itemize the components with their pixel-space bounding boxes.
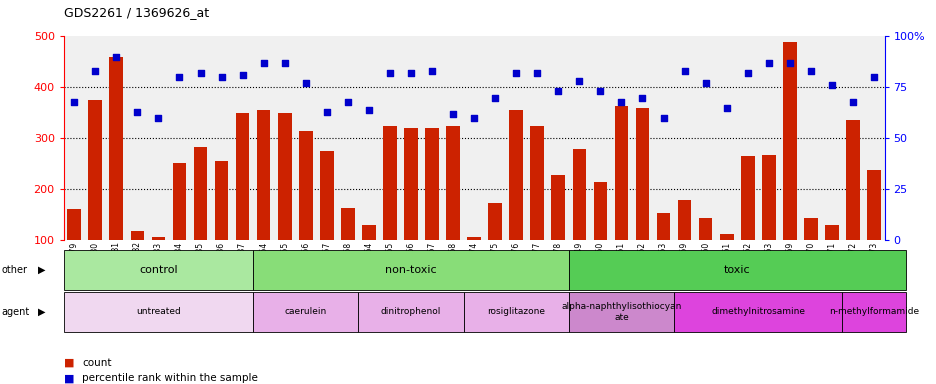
Text: agent: agent [2, 307, 30, 317]
Text: ▶: ▶ [37, 265, 45, 275]
Point [802, 68, 817, 74]
Bar [592, 182, 607, 291]
Point [697, 80, 712, 86]
Point [172, 74, 187, 80]
Point [529, 70, 544, 76]
Text: alpha-naphthylisothiocyan
ate: alpha-naphthylisothiocyan ate [561, 302, 680, 322]
Bar [88, 100, 102, 291]
Bar [194, 147, 207, 291]
Text: other: other [2, 265, 28, 275]
Text: dimethylnitrosamine: dimethylnitrosamine [710, 308, 804, 316]
Point [277, 60, 292, 66]
Bar [214, 161, 228, 291]
Text: count: count [82, 358, 111, 368]
Text: ■: ■ [64, 358, 74, 368]
Point [550, 88, 565, 94]
Point [256, 60, 271, 66]
Bar [740, 156, 753, 291]
Point [340, 99, 355, 105]
Point [319, 109, 334, 115]
Point [592, 88, 607, 94]
Bar [614, 106, 628, 291]
Point [361, 107, 376, 113]
Bar [635, 108, 649, 291]
Bar [551, 175, 564, 291]
Point [235, 72, 250, 78]
Bar [152, 237, 165, 291]
Bar [278, 113, 291, 291]
Bar [446, 126, 460, 291]
Text: GDS2261 / 1369626_at: GDS2261 / 1369626_at [64, 6, 209, 19]
Point [130, 109, 145, 115]
Bar [761, 154, 775, 291]
Bar [319, 151, 333, 291]
Point [446, 111, 461, 117]
Bar [572, 149, 586, 291]
Point [298, 80, 313, 86]
Bar [172, 163, 186, 291]
Bar [67, 210, 81, 291]
Text: toxic: toxic [724, 265, 750, 275]
Text: ▶: ▶ [37, 307, 45, 317]
Text: rosiglitazone: rosiglitazone [487, 308, 545, 316]
Text: control: control [139, 265, 178, 275]
Bar [698, 218, 711, 291]
Point [109, 54, 124, 60]
Bar [236, 113, 249, 291]
Point [403, 70, 418, 76]
Text: ■: ■ [64, 373, 74, 383]
Bar [845, 121, 859, 291]
Point [151, 115, 166, 121]
Bar [256, 110, 271, 291]
Bar [110, 57, 123, 291]
Point [66, 99, 81, 105]
Bar [341, 208, 355, 291]
Point [487, 94, 502, 101]
Text: non-toxic: non-toxic [385, 265, 436, 275]
Bar [467, 237, 480, 291]
Bar [803, 218, 817, 291]
Point [824, 82, 839, 88]
Bar [488, 203, 502, 291]
Point [635, 94, 650, 101]
Point [571, 78, 586, 84]
Point [466, 115, 481, 121]
Point [193, 70, 208, 76]
Bar [782, 41, 796, 291]
Point [508, 70, 523, 76]
Point [613, 99, 628, 105]
Bar [677, 200, 691, 291]
Point [382, 70, 397, 76]
Bar [656, 213, 669, 291]
Point [719, 104, 734, 111]
Point [88, 68, 103, 74]
Bar [719, 234, 733, 291]
Bar [383, 126, 396, 291]
Text: n-methylformamide: n-methylformamide [828, 308, 918, 316]
Text: untreated: untreated [136, 308, 181, 316]
Point [760, 60, 775, 66]
Text: caerulein: caerulein [285, 308, 327, 316]
Point [866, 74, 881, 80]
Bar [299, 131, 313, 291]
Bar [403, 128, 417, 291]
Point [844, 99, 859, 105]
Point [782, 60, 797, 66]
Text: percentile rank within the sample: percentile rank within the sample [82, 373, 258, 383]
Point [739, 70, 754, 76]
Bar [866, 170, 880, 291]
Text: dinitrophenol: dinitrophenol [380, 308, 441, 316]
Bar [130, 231, 144, 291]
Bar [825, 225, 838, 291]
Point [213, 74, 228, 80]
Bar [530, 126, 544, 291]
Point [424, 68, 439, 74]
Bar [425, 128, 438, 291]
Point [655, 115, 670, 121]
Bar [361, 225, 375, 291]
Bar [509, 110, 522, 291]
Point [677, 68, 692, 74]
